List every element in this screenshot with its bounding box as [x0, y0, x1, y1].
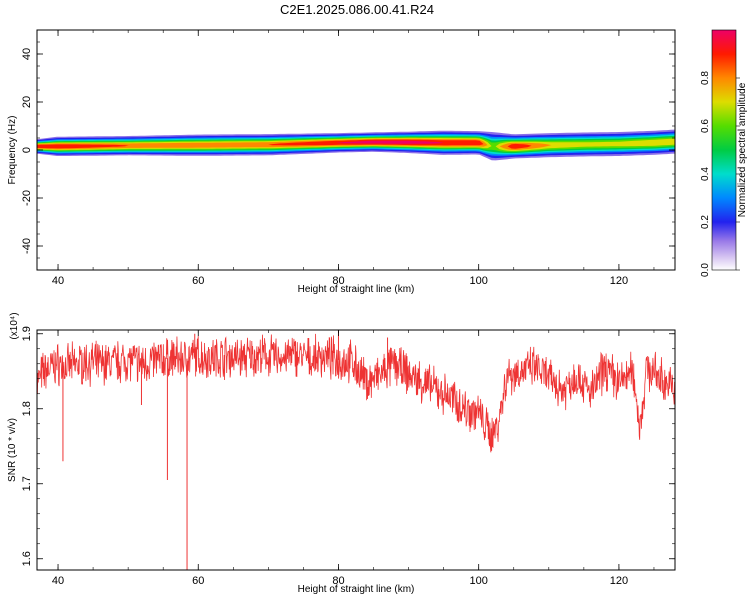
colorbar-tick-label: 0.0: [700, 263, 711, 277]
bottom-x-tick-label: 120: [610, 575, 628, 587]
bottom-x-axis-label: Height of straight line (km): [298, 584, 415, 595]
bottom-x-tick-label: 40: [52, 575, 64, 587]
snr-frame: [36, 329, 676, 571]
colorbar-gradient: [712, 30, 736, 270]
colorbar-ticks: 0.0 0.2 0.4 0.6 0.8: [700, 71, 740, 277]
bottom-x-tick-label: 60: [192, 575, 204, 587]
bottom-y-tick-label: 1.8: [21, 401, 33, 416]
bottom-y-tick-label: 1.6: [21, 551, 33, 566]
bottom-y-axis-label: SNR (10 * v/v): [7, 418, 18, 482]
colorbar-tick-label: 0.8: [700, 71, 711, 85]
top-x-tick-label: 40: [52, 275, 64, 287]
heat-level-8: [37, 139, 675, 149]
top-y-axis-label: Frequency (Hz): [7, 116, 18, 185]
colorbar-label: Normalized spectral amplitude: [737, 82, 748, 217]
top-y-tick-label: 20: [21, 96, 33, 108]
bottom-y-axis: 1.9 1.8 1.7 1.6: [21, 326, 675, 566]
top-x-tick-label: 100: [470, 275, 488, 287]
top-x-tick-label: 80: [332, 275, 344, 287]
snr-series-line: [37, 333, 675, 453]
top-x-tick-label: 60: [192, 275, 204, 287]
bottom-y-tick-label: 1.9: [21, 326, 33, 341]
snr-panel: 40 60 80 100 120 1.9 1.8 1.7 1.6 Height of stra…: [7, 312, 676, 595]
colorbar-tick-label: 0.2: [700, 215, 711, 229]
chart-title: C2E1.2025.086.00.41.R24: [280, 2, 434, 17]
top-y-tick-label: -40: [21, 238, 33, 254]
spectrogram-panel: 40 60 80 100 120 40 20 0 -20 -40 Height of strai…: [7, 29, 676, 295]
top-x-axis-label: Height of straight line (km): [298, 284, 415, 295]
colorbar-tick-label: 0.6: [700, 119, 711, 133]
colorbar-tick-label: 0.4: [700, 167, 711, 181]
bottom-x-tick-label: 100: [470, 575, 488, 587]
colorbar: 0.0 0.2 0.4 0.6 0.8 Normalized spectral ampl…: [700, 29, 748, 277]
top-x-axis: 40 60 80 100 120: [52, 30, 655, 287]
bottom-x-tick-label: 80: [332, 575, 344, 587]
y-multiplier-label: (x10⁴): [9, 312, 20, 339]
heatmap-band: [37, 129, 675, 161]
top-y-axis: 40 20 0 -20 -40: [21, 41, 675, 259]
heat-level-9: [37, 140, 675, 147]
bottom-y-tick-label: 1.7: [21, 476, 33, 491]
colorbar-frame: [711, 29, 737, 271]
top-x-tick-label: 120: [610, 275, 628, 287]
top-y-tick-label: 40: [21, 48, 33, 60]
top-y-tick-label: 0: [21, 147, 33, 153]
snr-line-layer: [37, 330, 675, 570]
bottom-x-axis: 40 60 80 100 120: [52, 330, 655, 587]
top-y-tick-label: -20: [21, 190, 33, 206]
